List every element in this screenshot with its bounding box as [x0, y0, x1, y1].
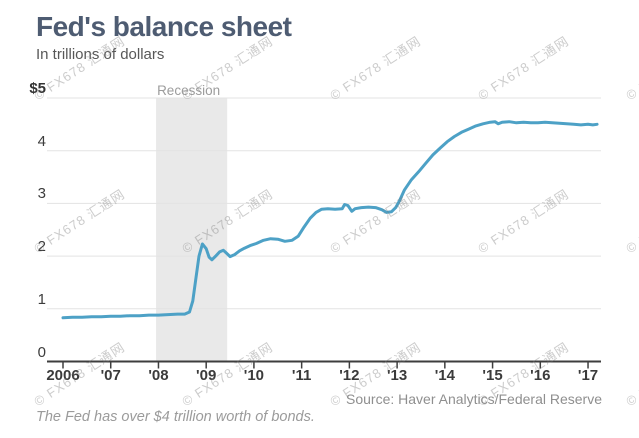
x-tick-label-2013: '13 — [386, 367, 408, 384]
x-tick-label-2011: '11 — [291, 367, 312, 384]
x-tick-label-2007: '07 — [100, 367, 121, 384]
x-tick-label-2008: '08 — [148, 367, 169, 384]
recession-band-label: Recession — [157, 83, 221, 98]
y-tick-label-3: 3 — [37, 185, 46, 203]
x-tick-label-2006: 2006 — [46, 367, 80, 384]
chart-title: Fed's balance sheet — [36, 11, 292, 42]
x-tick-label-2012: '12 — [339, 367, 360, 384]
recession-band — [156, 98, 228, 362]
y-tick-label-0: 0 — [37, 343, 46, 361]
y-tick-label-4: 4 — [37, 132, 46, 150]
x-tick-label-2010: '10 — [243, 367, 265, 384]
x-tick-label-2009: '09 — [196, 367, 217, 384]
y-tick-label-5: $5 — [29, 80, 46, 97]
balance-sheet-line — [61, 120, 599, 320]
x-tick-label-2016: '16 — [530, 367, 551, 384]
y-tick-label-2: 2 — [37, 238, 46, 256]
y-tick-label-1: 1 — [37, 290, 46, 308]
chart-subtitle: In trillions of dollars — [36, 46, 165, 63]
source-credit: Source: Haver Analytics/Federal Reserve — [346, 391, 602, 407]
x-tick-label-2015: '15 — [482, 367, 503, 384]
x-tick-label-2014: '14 — [434, 367, 455, 384]
x-tick-label-2017: '17 — [577, 367, 599, 384]
footnote: The Fed has over $4 trillion worth of bo… — [36, 409, 315, 425]
